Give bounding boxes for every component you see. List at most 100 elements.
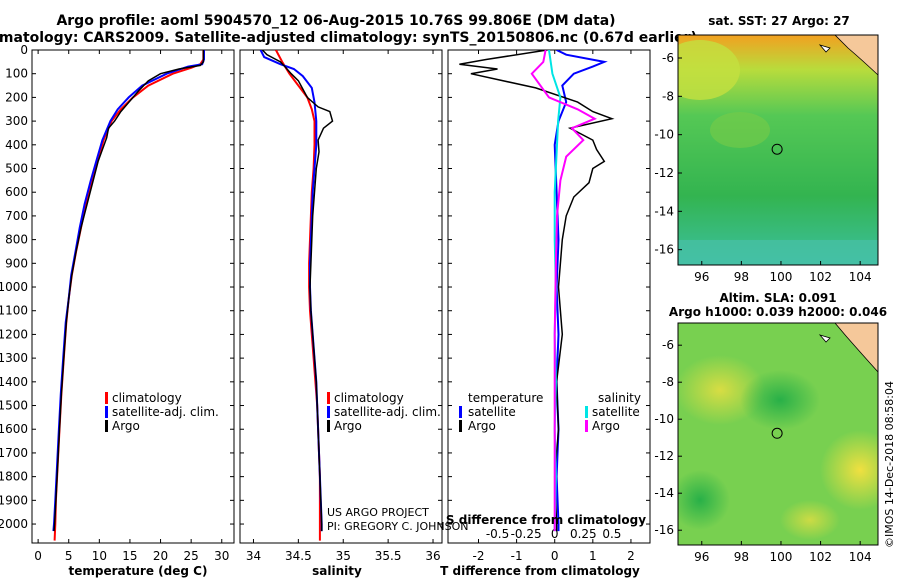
map-y-tick-label: -6 <box>662 338 674 352</box>
legend-heading-salinity: salinity <box>598 391 641 405</box>
x-tick-label: 35.5 <box>375 549 402 563</box>
legend-swatch-s-argo <box>585 420 588 432</box>
depth-tick-label: 1600 <box>0 422 28 436</box>
depth-tick-label: 600 <box>5 185 28 199</box>
map-x-tick-label: 102 <box>809 270 832 284</box>
map-x-tick-label: 100 <box>770 270 793 284</box>
depth-tick-label: 300 <box>5 114 28 128</box>
legend-label-climatology: climatology <box>112 391 182 405</box>
x-tick-label: 1 <box>589 549 597 563</box>
x-tick-label: 34 <box>246 549 261 563</box>
map-x-tick-label: 96 <box>694 270 709 284</box>
map-y-tick-label: -8 <box>662 89 674 103</box>
x-tick-label: 0 <box>551 549 559 563</box>
sla-map-title: Altim. SLA: 0.091 <box>719 291 836 305</box>
legend-label-satellite: satellite-adj. clim. <box>112 405 219 419</box>
legend-label-satellite: satellite-adj. clim. <box>334 405 441 419</box>
legend-heading-temperature: temperature <box>468 391 543 405</box>
argo-location-marker <box>771 143 783 155</box>
depth-tick-label: 1100 <box>0 304 28 318</box>
temperature-x-axis: 0 5 10 15 20 25 30 <box>34 50 229 563</box>
s-tick-label: -0.25 <box>511 527 542 541</box>
sla-high-patch <box>780 500 840 540</box>
sla-map-field <box>678 323 878 545</box>
legend-swatch-climatology <box>327 392 330 404</box>
depth-tick-label: 1500 <box>0 399 28 413</box>
x-tick-label: -1 <box>511 549 523 563</box>
x-tick-label: 30 <box>214 549 229 563</box>
legend-label-s-argo: Argo <box>592 419 620 433</box>
sst-map-field <box>678 35 878 265</box>
map-y-tick-label: -14 <box>654 486 674 500</box>
map-y-tick-label: -8 <box>662 375 674 389</box>
s-tick-label: 0.25 <box>570 527 597 541</box>
difference-plot-frame <box>447 49 651 544</box>
legend-label-s-satellite: satellite <box>592 405 640 419</box>
legend-swatch-satellite <box>105 406 108 418</box>
map-y-tick-label: -16 <box>654 243 674 257</box>
sst-map-frame <box>677 34 879 266</box>
temperature-axis-label: temperature (deg C) <box>69 564 208 578</box>
x-tick-label: 10 <box>92 549 107 563</box>
series-line-argo <box>261 50 334 532</box>
map-x-tick-label: 104 <box>849 270 872 284</box>
depth-tick-label: 700 <box>5 209 28 223</box>
series-line-argo <box>53 50 205 532</box>
depth-tick-label: 1300 <box>0 351 28 365</box>
depth-tick-label: 1800 <box>0 470 28 484</box>
map-y-tick-label: -16 <box>654 523 674 537</box>
s-tick-label: -0.5 <box>486 527 509 541</box>
temperature-legend: climatology satellite-adj. clim. Argo <box>105 391 219 433</box>
x-tick-label: 5 <box>65 549 73 563</box>
depth-tick-label: 1200 <box>0 327 28 341</box>
sla-island <box>818 334 831 343</box>
sla-map-subtitle: Argo h1000: 0.039 h2000: 0.046 <box>669 305 887 319</box>
depth-tick-label: 1000 <box>0 280 28 294</box>
depth-tick-label: 100 <box>5 67 28 81</box>
sst-cool-band <box>678 240 878 265</box>
difference-legend-salinity: salinity satellite Argo <box>585 391 641 433</box>
legend-label-t-satellite: satellite <box>468 405 516 419</box>
map-y-tick-label: -10 <box>654 128 674 142</box>
depth-axis: 0 100 200 300 400 500 600 700 800 900 1000 1100 1200… <box>0 43 650 531</box>
legend-label-argo: Argo <box>112 419 140 433</box>
legend-swatch-argo <box>105 420 108 432</box>
map-x-tick-label: 98 <box>734 550 749 564</box>
legend-label-t-argo: Argo <box>468 419 496 433</box>
s-difference-axis-label: S difference from climatology <box>446 513 646 527</box>
legend-swatch-t-argo <box>459 420 462 432</box>
x-tick-label: 2 <box>627 549 635 563</box>
sst-map-axes: 96 98 100 102 104 -6 -8 -10 -12 -14 -16 <box>654 51 871 284</box>
depth-tick-label: 500 <box>5 162 28 176</box>
s-tick-label: 0 <box>551 527 559 541</box>
map-y-tick-label: -10 <box>654 412 674 426</box>
sla-high-patch <box>820 430 878 510</box>
map-x-tick-label: 100 <box>770 550 793 564</box>
figure-title-line1: Argo profile: aoml 5904570_12 06-Aug-201… <box>56 13 615 29</box>
argo-location-marker <box>771 427 783 439</box>
x-tick-label: 36 <box>425 549 440 563</box>
x-tick-label: 20 <box>153 549 168 563</box>
map-x-tick-label: 104 <box>849 550 872 564</box>
sst-island <box>818 44 831 53</box>
imos-timestamp: ©IMOS 14-Dec-2018 08:58:04 <box>883 381 896 548</box>
salinity-axis-label: salinity <box>312 564 362 578</box>
x-tick-label: 34.5 <box>285 549 312 563</box>
temperature-series <box>52 50 205 541</box>
legend-swatch-t-satellite <box>459 406 462 418</box>
legend-swatch-s-satellite <box>585 406 588 418</box>
difference-s-axis: -0.5 -0.25 0 0.25 0.5 <box>486 527 622 541</box>
legend-swatch-argo <box>327 420 330 432</box>
map-x-tick-label: 96 <box>694 550 709 564</box>
sla-low-patch <box>678 470 730 530</box>
sla-low-patch <box>740 370 820 430</box>
salinity-plot-frame <box>239 49 443 544</box>
depth-tick-label: 900 <box>5 256 28 270</box>
series-line-s-argo <box>530 50 598 532</box>
map-y-tick-label: -12 <box>654 449 674 463</box>
sla-map-frame <box>677 322 879 546</box>
depth-tick-label: 200 <box>5 90 28 104</box>
depth-tick-label: 0 <box>20 43 28 57</box>
difference-t-axis: -2 -1 0 1 2 <box>473 50 635 563</box>
